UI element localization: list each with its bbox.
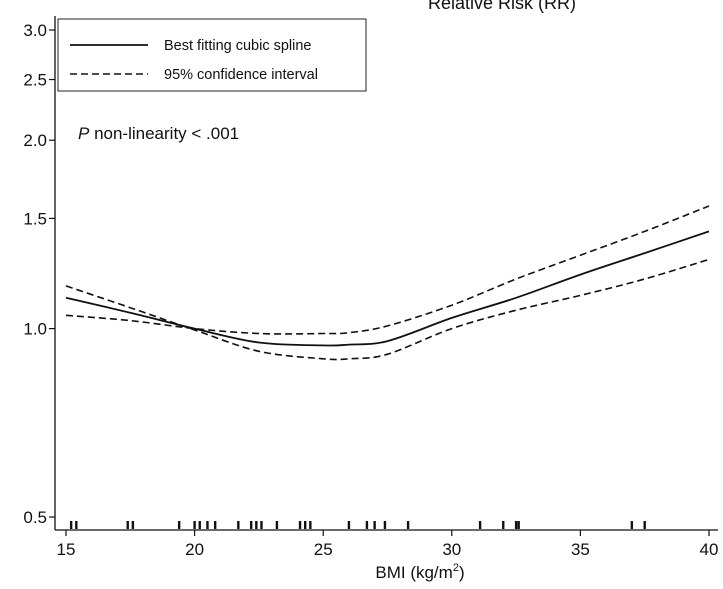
y-tick-label: 0.5 — [23, 508, 47, 527]
ci-lower-line — [65, 258, 710, 361]
legend-label-spline: Best fitting cubic spline — [164, 38, 312, 54]
spline-line — [65, 230, 710, 347]
y-axis: 0.5 1.0 1.5 2.0 2.5 3.0 — [23, 16, 56, 530]
x-ticks: 15 20 25 30 35 40 — [57, 530, 719, 559]
y-tick-label: 3.0 — [23, 21, 47, 40]
x-tick-label: 15 — [57, 540, 76, 559]
rug-marks — [69, 521, 646, 529]
y-ticks: 0.5 1.0 1.5 2.0 2.5 3.0 — [23, 21, 55, 527]
x-tick-label: 40 — [700, 540, 719, 559]
x-tick-label: 30 — [442, 540, 461, 559]
x-tick-label: 20 — [185, 540, 204, 559]
legend: Best fitting cubic spline 95% confidence… — [57, 18, 367, 92]
x-axis-title: BMI (kg/m2) — [375, 562, 464, 582]
y-tick-label: 1.0 — [23, 320, 47, 339]
legend-box — [57, 18, 367, 92]
x-axis-title-superscript: 2 — [453, 562, 459, 574]
nonlinearity-annotation: P non-linearity < .001 — [78, 124, 239, 143]
ci-upper-line — [65, 205, 710, 335]
x-tick-label: 25 — [314, 540, 333, 559]
x-tick-label: 35 — [571, 540, 590, 559]
legend-label-ci: 95% confidence interval — [164, 67, 318, 83]
series-lines — [65, 205, 710, 361]
x-axis: 15 20 25 30 35 40 BMI (kg/m2) — [55, 529, 719, 582]
chart-title: Relative Risk (RR) — [428, 0, 576, 13]
y-tick-label: 2.5 — [23, 71, 47, 90]
y-tick-label: 2.0 — [23, 131, 47, 150]
y-tick-label: 1.5 — [23, 209, 47, 228]
